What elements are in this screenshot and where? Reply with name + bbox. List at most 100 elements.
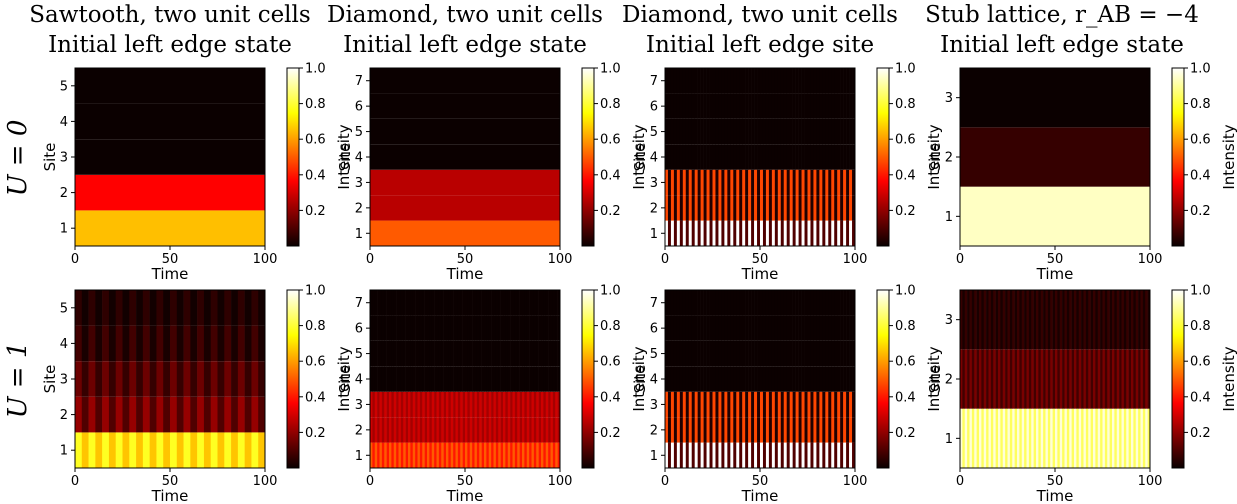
- heatmap-cell: [1038, 290, 1042, 350]
- y-tick-label: 3: [945, 313, 953, 328]
- heatmap-cell: [733, 68, 737, 94]
- heatmap-cell: [469, 391, 473, 418]
- heatmap-cell: [709, 220, 713, 246]
- heatmap-cell: [670, 290, 675, 316]
- heatmap-cell: [843, 220, 847, 246]
- heatmap-cell: [1026, 408, 1030, 468]
- heatmap-cell: [476, 315, 480, 341]
- heatmap-cell: [706, 68, 710, 94]
- heatmap-cell: [969, 408, 973, 468]
- heatmap-cell: [846, 169, 850, 196]
- heatmap-cell: [810, 290, 814, 316]
- heatmap-cell: [665, 68, 669, 94]
- heatmap-cell: [786, 118, 790, 145]
- heatmap-cell: [1021, 349, 1025, 409]
- heatmap-cell: [488, 340, 492, 367]
- heatmap-cell: [1036, 290, 1039, 350]
- heatmap-cell: [403, 340, 406, 367]
- heatmap-cell: [967, 290, 970, 350]
- heatmap-cell: [422, 366, 425, 392]
- heatmap-cell: [398, 290, 402, 316]
- heatmap-cell: [837, 315, 841, 341]
- heatmap-cell: [792, 144, 796, 170]
- heatmap-cell: [789, 366, 793, 392]
- heatmap-cell: [998, 290, 1001, 350]
- heatmap-cell: [102, 432, 110, 468]
- heatmap-cell: [1017, 290, 1020, 350]
- heatmap-cell: [745, 144, 749, 170]
- heatmap-cell: [697, 144, 701, 170]
- heatmap-cell: [436, 442, 440, 468]
- heatmap-cell: [1090, 290, 1094, 350]
- heatmap-cell: [697, 366, 701, 392]
- heatmap-cell: [825, 315, 829, 341]
- heatmap-cell: [688, 93, 693, 119]
- heatmap-cell: [676, 315, 681, 341]
- heatmap-cell: [843, 366, 847, 392]
- heatmap-cell: [694, 169, 698, 196]
- heatmap-cell: [745, 93, 749, 119]
- heatmap-cell: [443, 290, 447, 316]
- heatmap-cell: [819, 315, 823, 341]
- x-tick-label: 50: [752, 474, 769, 489]
- heatmap-cell: [777, 93, 782, 119]
- heatmap-cell: [825, 391, 829, 418]
- heatmap-cell: [419, 417, 423, 443]
- heatmap-cell: [768, 315, 773, 341]
- heatmap-cell: [412, 315, 416, 341]
- heatmap-cell: [682, 220, 687, 246]
- heatmap-cell: [780, 144, 785, 170]
- heatmap-cell: [183, 361, 191, 397]
- heatmap-cell: [979, 349, 982, 409]
- colorbar-tick-label: 0.2: [895, 204, 916, 219]
- heatmap-cell: [822, 290, 826, 316]
- heatmap-cell: [960, 127, 1150, 187]
- heatmap-cell: [724, 195, 728, 221]
- heatmap-cell: [405, 366, 409, 392]
- heatmap-cell: [519, 315, 523, 341]
- heatmap-cell: [370, 220, 560, 246]
- heatmap-cell: [792, 315, 796, 341]
- heatmap-cell: [102, 325, 110, 362]
- heatmap-cell: [1002, 349, 1006, 409]
- heatmap-cell: [718, 68, 722, 94]
- heatmap-cell: [526, 366, 530, 392]
- heatmap-cell: [730, 118, 734, 145]
- heatmap-cell: [962, 408, 966, 468]
- heatmap-cell: [676, 144, 681, 170]
- heatmap-cell: [795, 391, 799, 418]
- heatmap-cell: [706, 220, 710, 246]
- y-tick-label: 6: [650, 322, 658, 337]
- heatmap-cell: [474, 290, 478, 316]
- heatmap-cell: [964, 408, 968, 468]
- heatmap-cell: [555, 391, 558, 418]
- heatmap-cell: [1059, 290, 1063, 350]
- heatmap-cell: [197, 432, 205, 468]
- heatmap-cell: [438, 290, 442, 316]
- heatmap-cell: [682, 118, 687, 145]
- heatmap-cell: [1088, 290, 1091, 350]
- heatmap-cell: [822, 315, 826, 341]
- heatmap-cell: [745, 220, 749, 246]
- heatmap-cell: [136, 432, 144, 468]
- heatmap-cell: [685, 315, 690, 341]
- heatmap-cell: [715, 290, 719, 316]
- heatmap-cell: [498, 366, 501, 392]
- heatmap-cell: [724, 315, 728, 341]
- heatmap-cell: [183, 396, 191, 433]
- heatmap-cell: [724, 340, 728, 367]
- heatmap-cell: [533, 290, 537, 316]
- heatmap-cell: [688, 169, 693, 196]
- heatmap-cell: [465, 417, 468, 443]
- heatmap-cell: [493, 315, 497, 341]
- heatmap-cell: [745, 315, 749, 341]
- heatmap-cell: [679, 366, 684, 392]
- heatmap-cell: [386, 315, 390, 341]
- heatmap-cell: [507, 391, 511, 418]
- heatmap-cell: [1047, 290, 1051, 350]
- heatmap-cell: [670, 442, 675, 468]
- heatmap-cell: [190, 361, 198, 397]
- heatmap-cell: [163, 396, 171, 433]
- heatmap-cell: [1031, 408, 1034, 468]
- x-tick-label: 0: [366, 252, 374, 267]
